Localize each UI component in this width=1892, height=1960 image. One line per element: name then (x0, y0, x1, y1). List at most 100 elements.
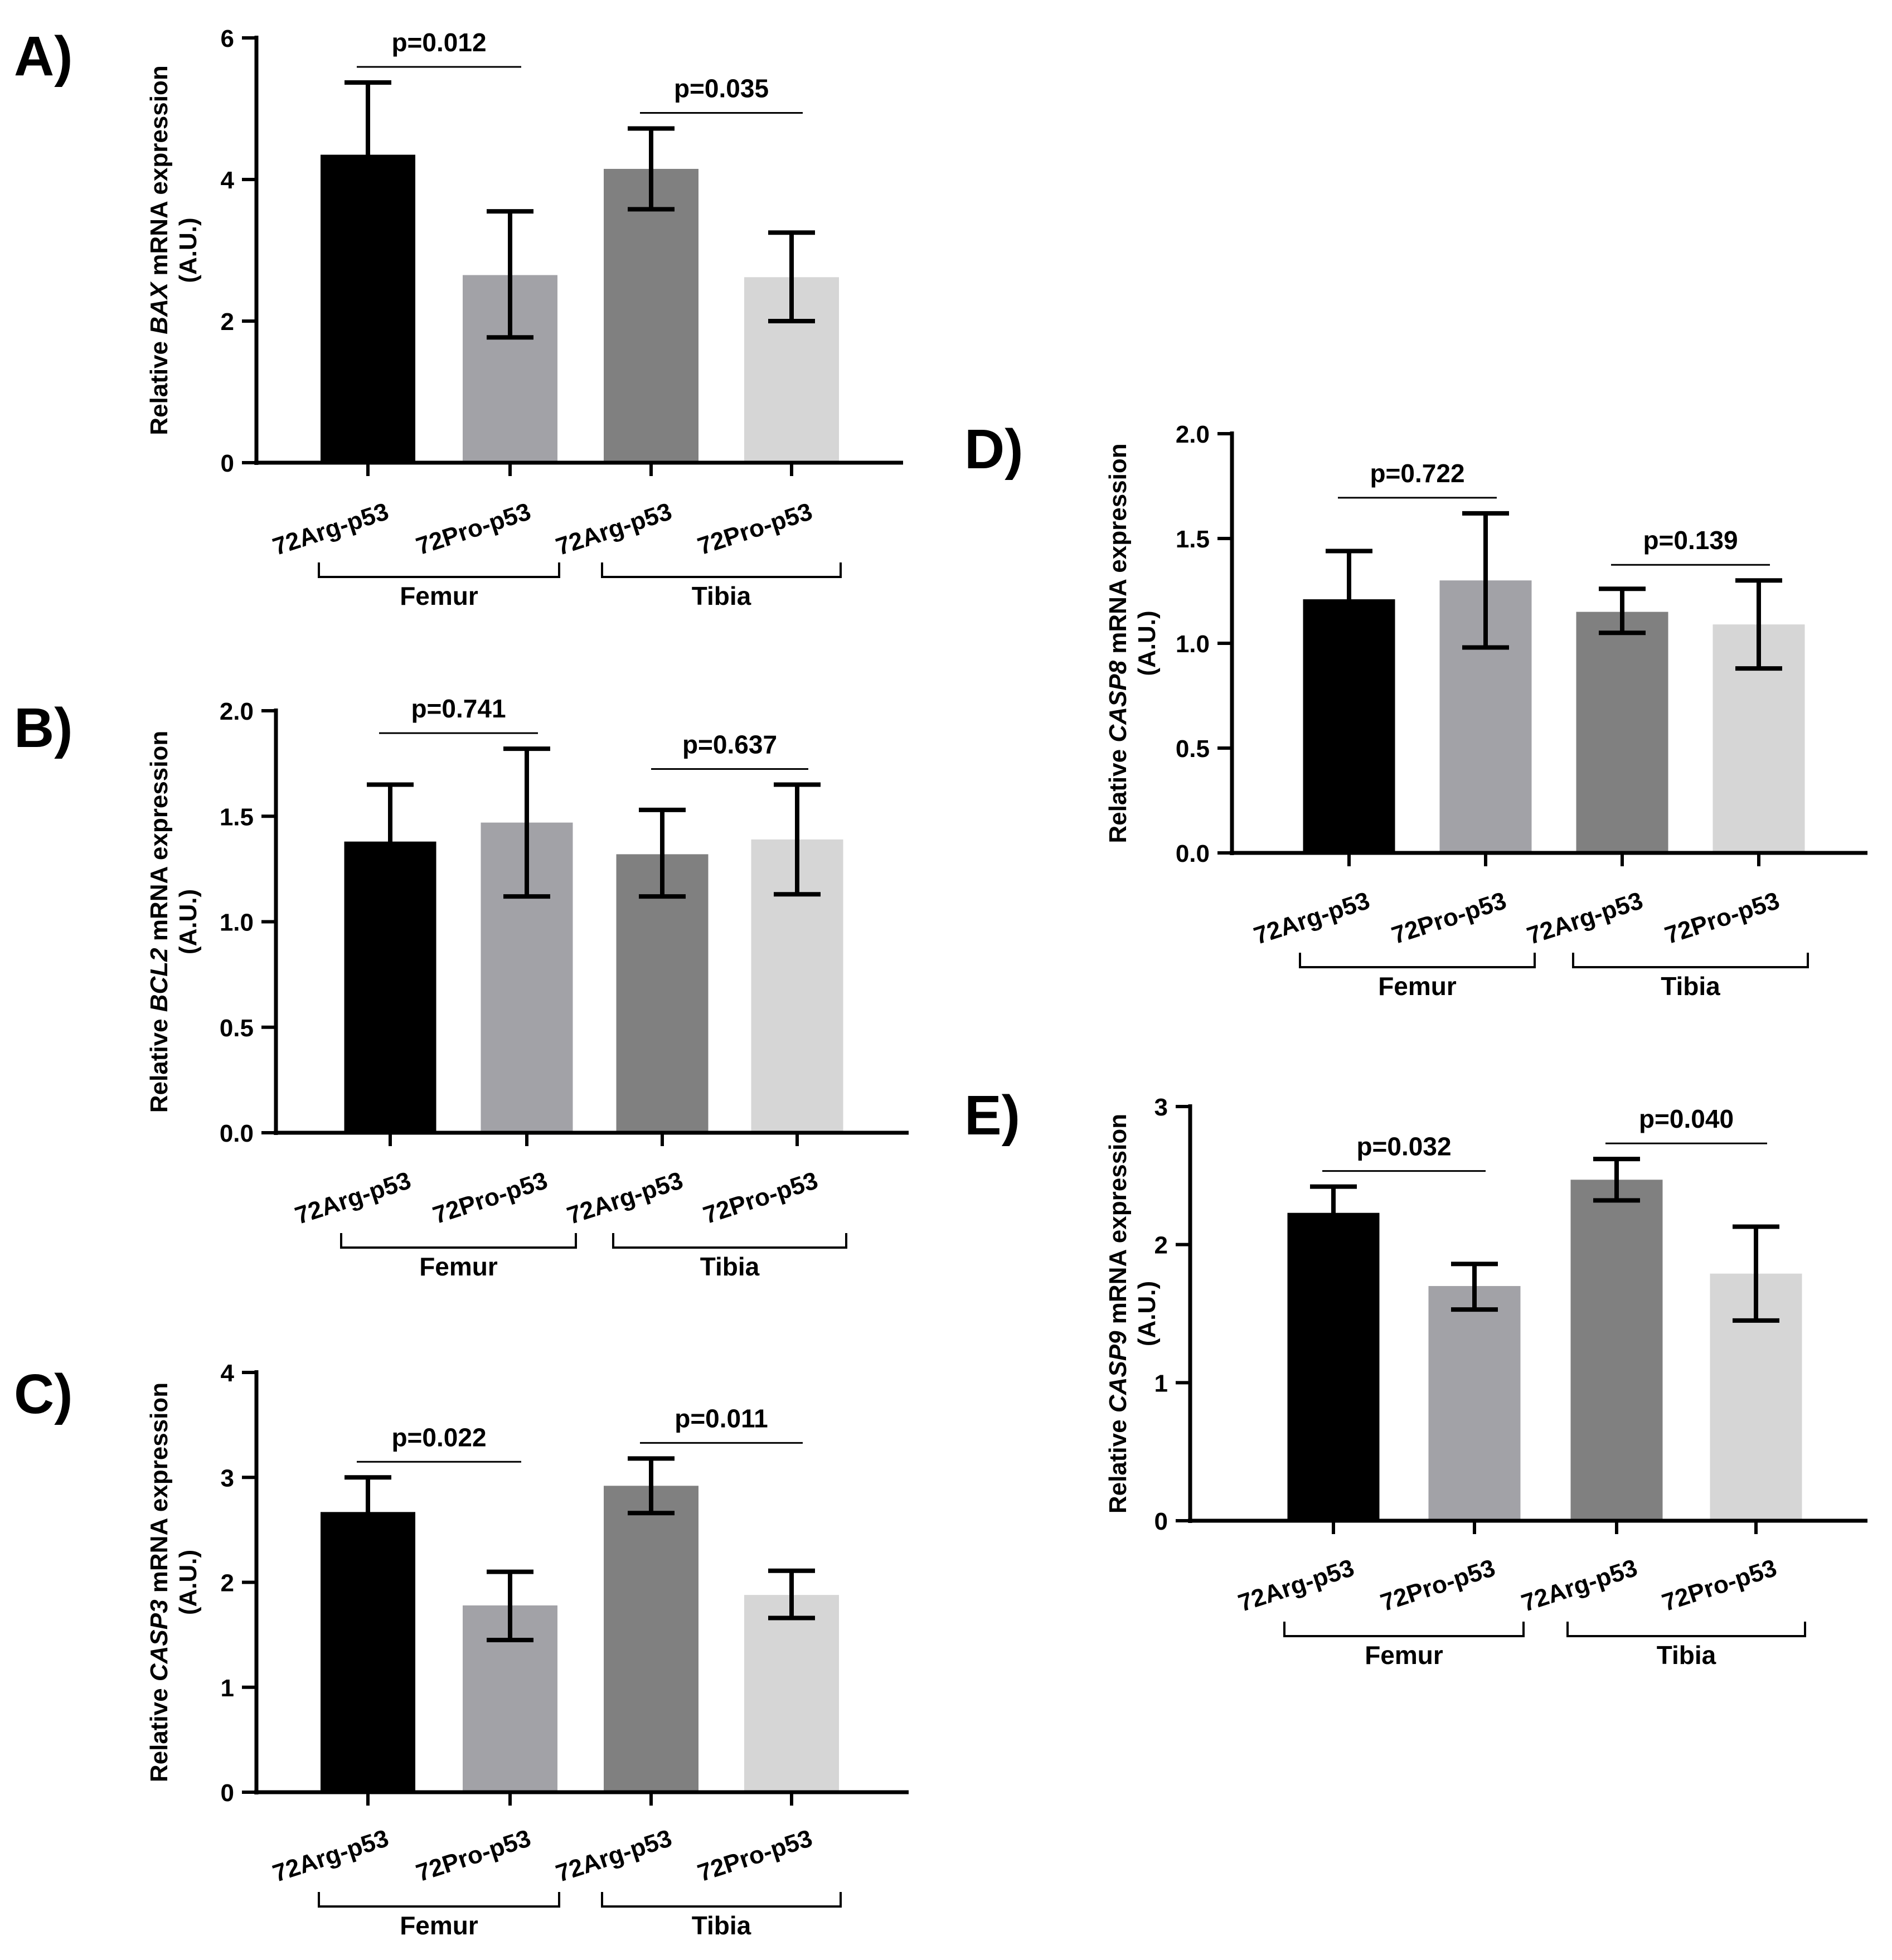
bar-3 (604, 168, 698, 463)
category-label: 72Arg-p53 (269, 1825, 392, 1888)
p-value-label: p=0.011 (675, 1404, 768, 1433)
category-label: 72Arg-p53 (1518, 1554, 1641, 1617)
error-bar-4 (768, 230, 815, 323)
category-label: 72Pro-p53 (413, 498, 534, 560)
chart-panel-d: D) Relative CASP8 mRNA expression (A.U.) 0.… (964, 418, 1867, 1001)
panel-label: E) (964, 1084, 1020, 1147)
error-bar-3 (628, 1456, 675, 1516)
category-label: 72Arg-p53 (564, 1167, 686, 1230)
y-tick-label: 1.0 (1176, 630, 1210, 658)
p-value-label: p=0.032 (1356, 1132, 1451, 1161)
error-bar-4 (774, 782, 821, 897)
p-value-label: p=0.722 (1370, 459, 1464, 488)
category-label: 72Pro-p53 (413, 1825, 534, 1887)
group-bracket (340, 1233, 577, 1249)
y-axis-label-unit: (A.U.) (1133, 1281, 1161, 1346)
p-value-label: p=0.022 (391, 1423, 486, 1452)
y-tick-label: 4 (221, 1360, 235, 1387)
group-label: Femur (400, 581, 478, 610)
y-axis-label: Relative CASP8 mRNA expression (1104, 443, 1132, 843)
category-label: 72Arg-p53 (552, 498, 675, 561)
bar-3 (616, 854, 709, 1133)
y-tick-label: 3 (221, 1464, 234, 1492)
group-bracket (612, 1233, 847, 1249)
panel-label: B) (14, 697, 73, 759)
y-tick-label: 2.0 (1176, 421, 1210, 448)
category-label: 72Arg-p53 (1235, 1554, 1357, 1617)
p-value-label: p=0.012 (391, 28, 486, 57)
panel-label: C) (14, 1363, 73, 1425)
group-bracket (601, 562, 842, 578)
category-label: 72Arg-p53 (292, 1167, 414, 1230)
error-bar-4 (768, 1568, 815, 1621)
y-axis-label-unit: (A.U.) (174, 217, 202, 283)
error-bar-4 (1733, 1224, 1779, 1323)
p-value-label: p=0.139 (1643, 526, 1738, 555)
y-tick-label: 2.0 (220, 698, 254, 725)
y-axis-label: Relative CASP3 mRNA expression (145, 1382, 173, 1782)
category-label: 72Arg-p53 (269, 498, 392, 561)
group-bracket (1566, 1622, 1806, 1637)
error-bar-1 (1310, 1184, 1357, 1243)
bar-3 (1570, 1180, 1663, 1521)
category-label: 72Pro-p53 (1659, 1554, 1780, 1617)
group-bracket (1299, 953, 1536, 968)
error-bar-3 (1599, 586, 1646, 635)
y-tick-label: 0.5 (1176, 735, 1210, 763)
group-bracket (318, 562, 560, 578)
group-label: Tibia (692, 1911, 751, 1940)
chart-panel-c: C) Relative CASP3 mRNA expression (A.U.) 0 1… (14, 1360, 909, 1940)
category-label: 72Pro-p53 (695, 498, 816, 560)
p-value-label: p=0.040 (1639, 1104, 1734, 1133)
y-tick-label: 1 (1154, 1370, 1168, 1397)
group-bracket (318, 1892, 560, 1908)
error-bar-2 (487, 1569, 533, 1643)
chart-panel-e: E) Relative CASP9 mRNA expression (A.U.) 0 1… (964, 1084, 1867, 1670)
group-label: Femur (1378, 972, 1457, 1001)
p-value-label: p=0.035 (674, 74, 769, 103)
bar-1 (321, 1512, 415, 1792)
y-tick-label: 0 (221, 450, 234, 477)
category-label: 72Pro-p53 (430, 1167, 551, 1229)
bar-1 (1287, 1212, 1380, 1521)
y-axis-label-unit: (A.U.) (1133, 610, 1161, 676)
y-tick-label: 6 (221, 25, 234, 52)
y-axis-label: Relative BCL2 mRNA expression (145, 731, 173, 1113)
error-bar-3 (639, 807, 686, 899)
error-bar-1 (367, 782, 414, 903)
panel-label: A) (14, 25, 73, 88)
p-value-label: p=0.637 (682, 730, 777, 759)
p-value-label: p=0.741 (411, 694, 506, 723)
category-label: 72Arg-p53 (1524, 887, 1646, 950)
error-bar-2 (1462, 511, 1509, 650)
bar-4 (744, 1595, 839, 1792)
error-bar-1 (345, 80, 391, 230)
bar-3 (1576, 612, 1668, 853)
y-tick-label: 2 (1154, 1232, 1168, 1259)
y-tick-label: 0 (1154, 1508, 1168, 1535)
error-bar-2 (503, 746, 550, 899)
category-label: 72Pro-p53 (1377, 1554, 1498, 1617)
group-label: Femur (400, 1911, 478, 1940)
bar-3 (604, 1486, 698, 1792)
y-tick-label: 4 (221, 167, 235, 194)
error-bar-2 (487, 209, 533, 340)
category-label: 72Arg-p53 (552, 1825, 675, 1888)
y-tick-label: 2 (221, 1570, 234, 1597)
error-bar-3 (1593, 1157, 1640, 1203)
group-label: Tibia (1657, 1641, 1716, 1670)
y-tick-label: 1.5 (220, 803, 254, 831)
error-bar-3 (628, 126, 675, 212)
category-label: 72Arg-p53 (1250, 887, 1373, 950)
group-bracket (601, 1892, 842, 1908)
chart-panel-b: B) Relative BCL2 mRNA expression (A.U.) 0.0… (14, 694, 909, 1281)
error-bar-2 (1451, 1262, 1498, 1312)
category-label: 72Pro-p53 (1389, 887, 1510, 949)
error-bar-1 (1326, 549, 1372, 650)
y-axis-label: Relative BAX mRNA expression (145, 65, 173, 435)
y-tick-label: 1.0 (220, 909, 254, 937)
y-axis-label-unit: (A.U.) (174, 1550, 202, 1615)
category-label: 72Pro-p53 (1662, 887, 1783, 949)
y-tick-label: 0.0 (220, 1120, 254, 1147)
